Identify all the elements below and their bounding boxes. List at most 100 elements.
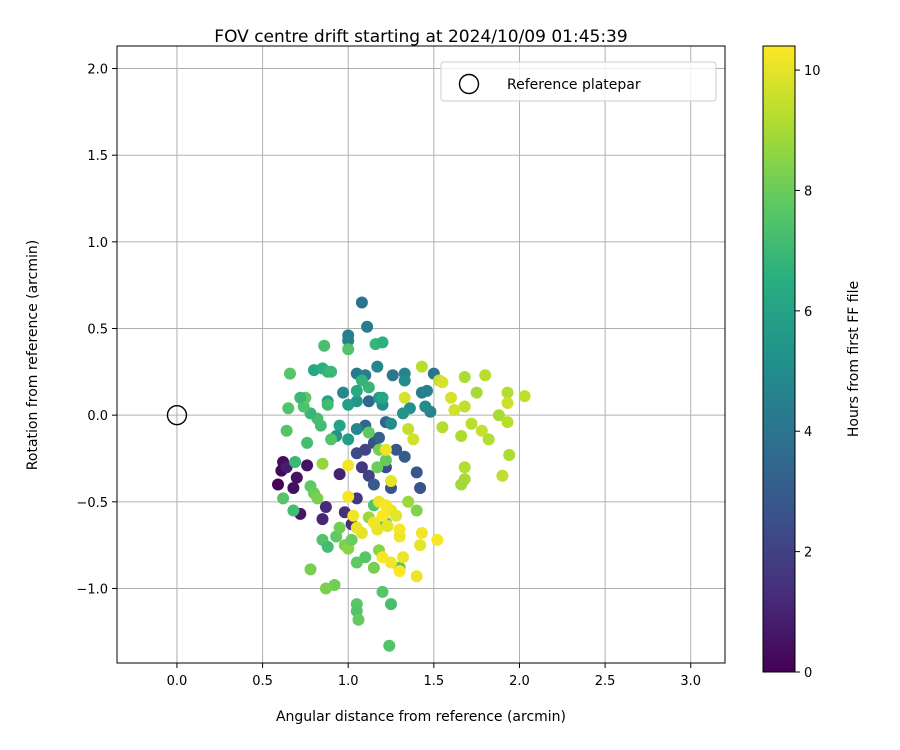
data-point [455, 478, 468, 491]
data-point [376, 585, 389, 598]
y-tick-label: 0.0 [87, 409, 108, 424]
data-point [415, 527, 428, 539]
x-axis-label: Angular distance from reference (arcmin) [276, 709, 566, 725]
data-point [355, 296, 368, 309]
data-point [272, 478, 284, 491]
grid-lines [117, 46, 725, 663]
data-point [325, 365, 338, 378]
legend-label: Reference platepar [507, 77, 641, 93]
colorbar-tick-label: 8 [804, 184, 812, 199]
data-point [386, 369, 399, 382]
x-axis-ticks: 0.0 0.5 1.0 1.5 2.0 2.5 3.0 [167, 663, 701, 689]
data-point [390, 509, 403, 522]
x-tick-label: 2.5 [595, 674, 616, 689]
x-tick-label: 1.5 [424, 674, 445, 689]
colorbar-tick-label: 0 [804, 666, 812, 681]
legend-box [440, 61, 717, 102]
data-point [287, 482, 300, 494]
data-point [333, 468, 346, 481]
data-point [414, 482, 427, 494]
y-tick-label: 1.0 [87, 236, 108, 251]
data-point [436, 421, 449, 434]
y-axis-ticks: −1.0 −0.5 0.0 0.5 1.0 1.5 2.0 [76, 63, 117, 597]
data-point [376, 336, 389, 349]
colorbar-tick-label: 4 [804, 425, 812, 440]
data-point [277, 492, 290, 505]
data-point [436, 376, 449, 389]
data-point [342, 334, 355, 347]
data-point [282, 402, 295, 415]
data-point [431, 533, 444, 546]
data-point [501, 416, 514, 429]
data-point [458, 371, 471, 383]
data-point [325, 433, 338, 446]
data-point [398, 391, 411, 404]
colorbar: 0 2 4 6 8 10 Hours from first FF file [762, 45, 862, 681]
data-point [419, 400, 432, 413]
data-point [379, 454, 392, 467]
reference-marker-layer [166, 404, 188, 426]
data-point [342, 343, 355, 356]
data-point [347, 509, 360, 522]
data-point [465, 417, 478, 430]
data-point [350, 423, 363, 435]
data-point [304, 563, 317, 576]
data-point [342, 459, 355, 472]
data-point [350, 521, 363, 534]
data-point [321, 540, 334, 553]
data-point [402, 423, 415, 435]
data-point [371, 360, 384, 373]
x-tick-label: 0.5 [252, 674, 273, 689]
data-point [376, 509, 389, 522]
data-point [402, 495, 415, 508]
data-point [318, 339, 331, 352]
data-point [383, 639, 396, 652]
data-point [321, 398, 334, 411]
data-point [470, 386, 483, 399]
data-point [352, 613, 365, 626]
data-point [362, 381, 375, 394]
data-point [455, 430, 468, 442]
data-point [314, 419, 327, 432]
data-point [398, 450, 411, 463]
data-point [280, 424, 293, 437]
data-point [379, 443, 392, 456]
data-point [337, 386, 350, 399]
data-point [359, 551, 372, 564]
colorbar-tick-label: 2 [804, 546, 812, 561]
data-point [448, 404, 461, 416]
data-point [311, 492, 324, 505]
data-point [301, 459, 314, 472]
data-point [496, 469, 509, 482]
x-tick-label: 2.0 [509, 674, 530, 689]
y-tick-label: −1.0 [76, 582, 108, 597]
data-point [503, 449, 516, 461]
data-point [367, 561, 380, 574]
data-point [290, 471, 303, 484]
data-point [414, 539, 427, 552]
data-point [350, 447, 363, 460]
data-point [333, 419, 346, 432]
data-point [373, 431, 385, 444]
data-point [289, 456, 302, 468]
data-point [482, 433, 495, 446]
x-tick-label: 1.0 [338, 674, 359, 689]
data-point [421, 384, 433, 397]
legend: Reference platepar [440, 61, 717, 102]
chart-title: FOV centre drift starting at 2024/10/09 … [214, 27, 627, 47]
y-tick-label: −0.5 [76, 496, 108, 511]
data-point [390, 443, 403, 456]
data-point [342, 490, 355, 503]
data-point [501, 397, 514, 409]
data-point [397, 551, 409, 564]
data-point [361, 320, 374, 333]
data-point [342, 433, 355, 446]
data-point [376, 391, 389, 404]
data-point [385, 598, 397, 611]
y-axis-label: Rotation from reference (arcmin) [25, 240, 41, 470]
data-point [475, 424, 488, 437]
data-point [376, 551, 389, 564]
data-point [371, 461, 384, 474]
plot-frame [116, 45, 726, 664]
reference-point-marker [166, 404, 188, 426]
